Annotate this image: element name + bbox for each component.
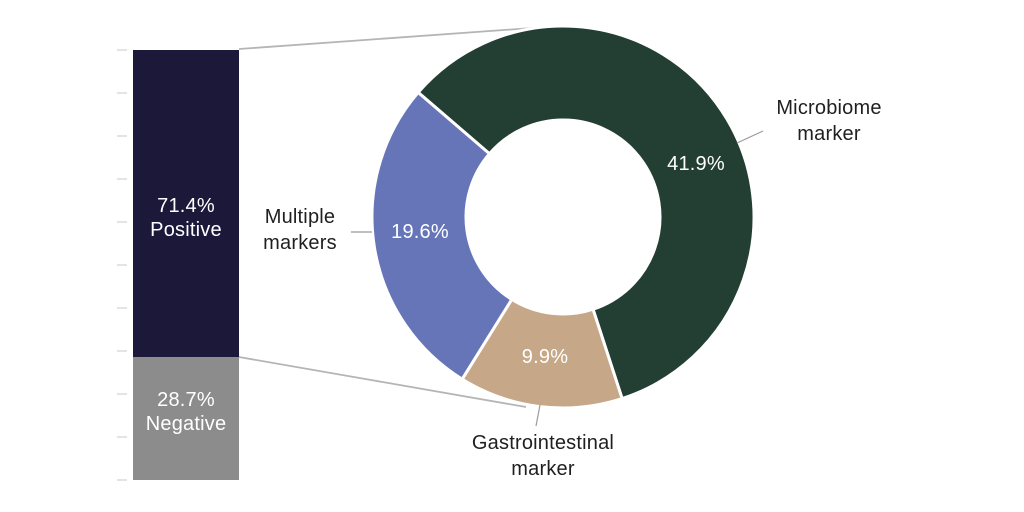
callout-gastrointestinal-marker: Gastrointestinal marker <box>472 430 614 482</box>
connector-line <box>238 356 527 408</box>
donut-segment-microbiome <box>416 24 756 401</box>
bar-negative-value: 28.7% <box>157 389 215 411</box>
bar-segment-positive <box>133 50 239 358</box>
callout-microbiome-marker: Microbiome marker <box>776 95 881 147</box>
bar-positive-value: 71.4% <box>157 195 215 217</box>
stacked-bar <box>133 50 239 480</box>
donut-value-microbiome: 41.9% <box>667 153 725 175</box>
bar-segment-negative <box>133 357 239 480</box>
callout-gastrointestinal-line2: marker <box>511 458 575 480</box>
bar-negative-label: 28.7% Negative <box>146 388 227 436</box>
leader-lines <box>351 130 764 427</box>
callout-multiple-line1: Multiple <box>264 206 336 228</box>
leader-line <box>535 404 541 427</box>
callout-multiple-line2: markers <box>263 232 337 254</box>
callout-microbiome-line2: marker <box>797 123 861 145</box>
callout-multiple-markers: Multiple markers <box>263 204 337 256</box>
connector-lines <box>238 25 561 408</box>
donut-segment-multiple <box>370 90 514 382</box>
callout-gastrointestinal-line1: Gastrointestinal <box>471 432 615 454</box>
y-axis-ticks <box>117 49 127 481</box>
connector-line <box>238 25 561 50</box>
donut-value-gastrointestinal: 9.9% <box>521 346 569 368</box>
callout-microbiome-line1: Microbiome <box>776 97 882 119</box>
bar-positive-name: Positive <box>150 219 222 241</box>
bar-negative-name: Negative <box>145 413 227 435</box>
donut-ring <box>370 24 756 410</box>
bar-positive-label: 71.4% Positive <box>150 194 222 242</box>
donut-value-multiple: 19.6% <box>391 221 449 243</box>
leader-line <box>736 130 764 144</box>
